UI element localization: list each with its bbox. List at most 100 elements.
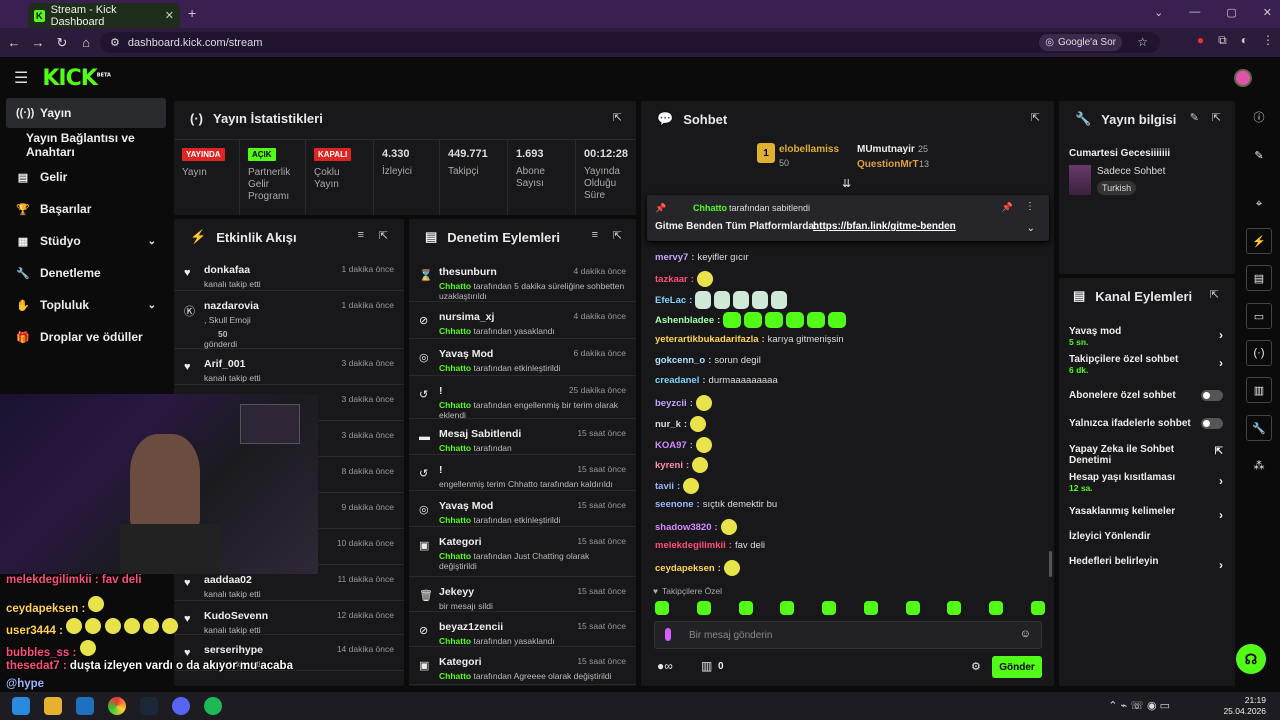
browser-tab[interactable]: K Stream - Kick Dashboard ✕ <box>28 3 180 28</box>
quick-emote-icon[interactable] <box>696 601 711 615</box>
extensions-puzzle-icon[interactable]: ⧉ <box>1218 33 1227 47</box>
layout-icon[interactable]: ▥ <box>1246 377 1272 403</box>
quick-emote-icon[interactable] <box>655 601 669 615</box>
sidebar-item-gelir[interactable]: ▤ Gelir <box>6 162 166 192</box>
start-windows-icon[interactable] <box>12 697 30 715</box>
popout-icon[interactable]: ⇱ <box>612 230 622 242</box>
broadcast-icon[interactable]: (·) <box>1246 340 1272 366</box>
chat-username[interactable]: gokcenn_o <box>655 355 706 366</box>
quick-emote-icon[interactable] <box>989 601 1004 615</box>
tray-icons[interactable]: ⌃ ⌁ ☏ ◉ ▭ <box>1108 700 1170 712</box>
filter-icon[interactable]: ≡ <box>357 229 364 241</box>
chat-input[interactable]: Bir mesaj gönderin ☺ <box>654 621 1042 649</box>
quick-emote-icon[interactable] <box>905 601 920 615</box>
kick-logo[interactable]: KICKBETA <box>42 66 111 91</box>
chevron-down-icon[interactable]: ⌄ <box>1026 223 1035 234</box>
channel-action-item[interactable]: Yasaklanmış kelimeler › <box>1069 506 1223 522</box>
edit-pencil-icon[interactable]: ✎ <box>1189 112 1199 124</box>
channel-action-item[interactable]: Hesap yaşı kısıtlaması 12 sa. › <box>1069 472 1223 493</box>
gift-icon[interactable]: ▥ <box>701 659 713 673</box>
sidebar-item-stream-key[interactable]: Yayın Bağlantısı ve Anahtarı <box>6 130 166 160</box>
file-explorer-icon[interactable] <box>44 697 62 715</box>
hamburger-menu-icon[interactable]: ☰ <box>14 70 29 87</box>
reload-icon[interactable]: ↻ <box>56 34 68 50</box>
chat-username[interactable]: tavii <box>655 480 675 492</box>
chat-username[interactable]: EfeLac <box>655 294 687 306</box>
quick-emote-icon[interactable] <box>822 601 837 615</box>
dropdown-icon[interactable]: ⌄ <box>1154 7 1164 19</box>
document-icon[interactable]: ▤ <box>1246 265 1272 291</box>
taskbar-clock[interactable]: 21:19 25.04.2026 <box>1223 695 1266 717</box>
chat-username[interactable]: beyzcii <box>655 397 687 409</box>
edit-pencil-icon[interactable]: ✎ <box>1254 149 1264 162</box>
channel-action-item[interactable]: İzleyici Yönlendir <box>1069 531 1223 542</box>
filter-icon[interactable]: ≡ <box>591 229 598 241</box>
google-ask-button[interactable]: ◎ Google'a Sor <box>1039 34 1122 51</box>
chat-username[interactable]: ceydapeksen <box>655 562 715 574</box>
support-headset-icon[interactable]: ☊ <box>1236 644 1266 674</box>
sidebar-item-topluluk[interactable]: ✋ Topluluk ⌄ <box>6 290 166 320</box>
back-icon[interactable]: ← <box>7 35 21 50</box>
channel-action-item[interactable]: Abonelere özel sohbet <box>1069 390 1223 401</box>
sidebar-item-basarilar[interactable]: 🏆 Başarılar <box>6 194 166 224</box>
chat-username[interactable]: kyreni <box>655 459 683 471</box>
new-tab-button[interactable]: + <box>188 5 197 21</box>
channel-action-item[interactable]: Hedefleri belirleyin › <box>1069 556 1223 572</box>
chat-username[interactable]: seenone <box>655 499 694 510</box>
quick-emote-icon[interactable] <box>863 601 878 615</box>
chat-username[interactable]: creadanel <box>655 375 700 386</box>
channel-action-item[interactable]: Takipçilere özel sohbet 6 dk. › <box>1069 354 1223 375</box>
user-avatar[interactable] <box>1234 69 1252 87</box>
chat-bubble-icon[interactable]: ▭ <box>1246 303 1272 329</box>
toggle-switch[interactable] <box>1201 390 1223 401</box>
popout-icon[interactable]: ⇱ <box>378 230 388 242</box>
profile-icon[interactable]: ◐ <box>1240 33 1248 47</box>
spotify-icon[interactable] <box>204 697 222 715</box>
info-icon[interactable]: ⓘ <box>1253 112 1265 124</box>
chat-username[interactable]: KOA97 <box>655 439 687 451</box>
chat-username[interactable]: nur_k <box>655 418 681 430</box>
chrome-icon[interactable] <box>108 697 126 715</box>
channel-action-item[interactable]: Yapay Zeka ile Sohbet Denetimi ⇱ <box>1069 444 1223 466</box>
focus-icon[interactable]: ⌖ <box>1255 197 1263 210</box>
quick-emote-icon[interactable] <box>947 601 962 615</box>
chat-username[interactable]: Ashenbladee <box>655 314 715 326</box>
toggle-switch[interactable] <box>1201 418 1223 429</box>
extension-icon[interactable]: ● <box>1196 33 1205 47</box>
quick-emote-icon[interactable] <box>780 601 795 615</box>
steam-icon[interactable] <box>140 697 158 715</box>
chat-settings-gear-icon[interactable]: ⚙ <box>971 661 981 673</box>
url-field[interactable]: ⚙ dashboard.kick.com/stream ◎ Google'a So… <box>100 32 1160 53</box>
popout-icon[interactable]: ⇱ <box>1209 289 1219 301</box>
popout-icon[interactable]: ⇱ <box>1030 112 1040 124</box>
maximize-icon[interactable]: ▢ <box>1226 7 1237 19</box>
minimize-icon[interactable]: — <box>1189 6 1201 18</box>
quick-emote-icon[interactable] <box>738 601 753 615</box>
apps-icon[interactable]: ⁂ <box>1253 459 1265 472</box>
menu-kebab-icon[interactable]: ⋮ <box>1262 33 1274 47</box>
home-icon[interactable]: ⌂ <box>82 35 90 50</box>
pinned-link[interactable]: https://bfan.link/gitme-benden <box>813 221 956 232</box>
bolt-icon[interactable]: ⚡ <box>1246 228 1272 254</box>
unpin-icon[interactable]: 📌 <box>1001 202 1013 212</box>
pinned-menu-kebab-icon[interactable]: ⋮ <box>1025 201 1035 212</box>
chat-username[interactable]: mervy7 <box>655 252 689 263</box>
chat-username[interactable]: tazkaar <box>655 273 688 285</box>
expand-leaderboard-icon[interactable]: ⇊ <box>842 178 852 190</box>
close-tab-icon[interactable]: ✕ <box>164 10 174 22</box>
wrench-icon[interactable]: 🔧 <box>1246 415 1272 441</box>
popout-icon[interactable]: ⇱ <box>1211 112 1221 124</box>
discord-icon[interactable] <box>172 697 190 715</box>
channel-action-item[interactable]: Yavaş mod 5 sn. › <box>1069 326 1223 347</box>
chat-username[interactable]: yeterartikbukadarifazla <box>655 334 759 345</box>
sidebar-item-yayin[interactable]: ((·)) Yayın <box>6 98 166 128</box>
quick-emote-icon[interactable] <box>1030 601 1045 615</box>
popout-icon[interactable]: ⇱ <box>612 112 622 124</box>
chat-username[interactable]: shadow3820 <box>655 521 712 533</box>
sidebar-item-droplar[interactable]: 🎁 Droplar ve ödüller <box>6 322 166 352</box>
forward-icon[interactable]: → <box>31 35 45 50</box>
close-window-icon[interactable]: ✕ <box>1262 7 1272 19</box>
emoji-picker-icon[interactable]: ☺ <box>1019 628 1031 640</box>
channel-action-item[interactable]: Yalnızca ifadelerle sohbet <box>1069 418 1223 429</box>
send-button[interactable]: Gönder <box>992 656 1042 678</box>
